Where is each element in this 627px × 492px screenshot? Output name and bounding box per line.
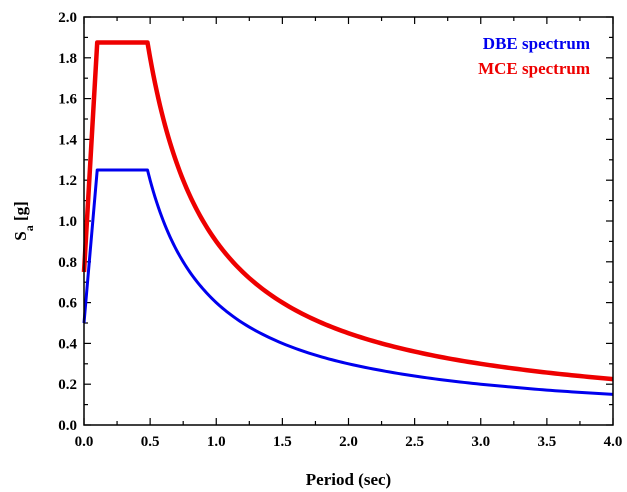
y-axis-title-main: S (11, 231, 30, 240)
y-tick-label: 0.0 (58, 418, 77, 434)
y-tick-label: 1.4 (58, 132, 77, 148)
legend-entry-dbe-spectrum: DBE spectrum (483, 34, 590, 53)
x-tick-label: 0.0 (75, 434, 94, 450)
series-line-mce-spectrum (81, 40, 614, 382)
legend: DBE spectrum MCE spectrum (478, 34, 590, 78)
x-tick-label: 0.5 (141, 434, 160, 450)
x-tick-label: 3.5 (538, 434, 557, 450)
x-tick-label: 1.5 (273, 434, 292, 450)
x-axis-title: Period (sec) (306, 470, 391, 489)
y-tick-label: 0.8 (58, 255, 77, 271)
y-axis-title-suffix: [g] (11, 201, 30, 225)
x-tick-label: 2.0 (339, 434, 358, 450)
y-tick-label: 2.0 (58, 10, 77, 26)
x-tick-label: 3.0 (471, 434, 490, 450)
lines-layer (81, 40, 614, 396)
x-tick-label: 4.0 (604, 434, 623, 450)
y-tick-label: 1.8 (58, 51, 77, 67)
labels-layer: 0.0 0.5 1.0 1.5 2.0 2.5 3.0 3.5 4.0 0.0 0.2 0.4 0.6 0… (58, 10, 622, 450)
legend-entry-mce-spectrum: MCE spectrum (478, 59, 590, 78)
x-tick-label: 1.0 (207, 434, 226, 450)
y-axis-title-sub: a (22, 225, 36, 231)
x-tick-label: 2.5 (405, 434, 424, 450)
plot-frame (83, 16, 614, 426)
y-tick-label: 0.2 (58, 377, 77, 393)
series-line-dbe-spectrum (82, 168, 614, 396)
y-tick-label: 0.4 (58, 336, 77, 352)
y-tick-label: 1.6 (58, 92, 77, 108)
y-tick-label: 1.2 (58, 173, 77, 189)
y-tick-label: 1.0 (58, 214, 77, 230)
y-tick-label: 0.6 (58, 296, 77, 312)
y-axis-title: Sa [g] (11, 201, 36, 241)
